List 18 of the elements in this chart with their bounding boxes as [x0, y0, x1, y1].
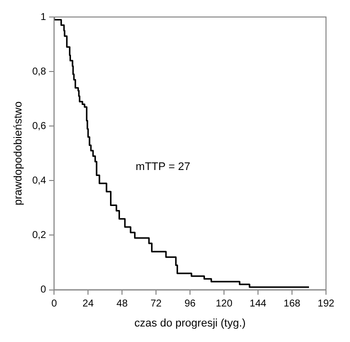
x-tick-label: 192: [318, 298, 335, 310]
x-tick-label: 120: [216, 298, 233, 310]
y-tick-label: 0: [40, 284, 47, 296]
x-tick-label: 168: [284, 298, 301, 310]
x-tick-label: 72: [150, 298, 162, 310]
x-tick-label: 96: [184, 298, 196, 310]
y-tick-label: 0,8: [32, 66, 47, 78]
x-tick-label: 0: [51, 298, 58, 310]
y-tick-label: 0,6: [32, 120, 47, 132]
y-axis-title: prawdopodobieństwo: [12, 101, 25, 206]
x-tick-label: 24: [82, 298, 94, 310]
x-tick-label: 48: [116, 298, 128, 310]
y-tick-label: 0,4: [32, 175, 47, 186]
y-tick-label: 0,2: [32, 230, 47, 241]
x-axis-title: czas do progresji (tyg.): [134, 317, 246, 330]
y-tick-label: 1: [40, 12, 47, 23]
x-tick-label: 144: [250, 298, 267, 310]
annotation: mTTP = 27: [136, 161, 190, 174]
